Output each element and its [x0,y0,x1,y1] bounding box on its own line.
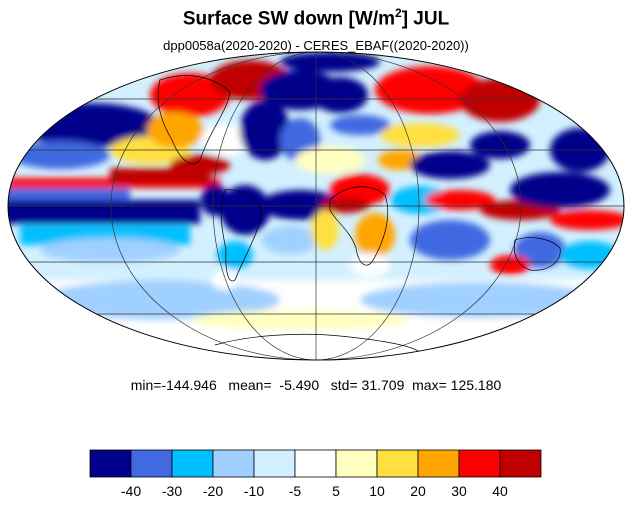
statistics-line: min=-144.946 mean= -5.490 std= 31.709 ma… [0,377,632,393]
colorbar-label-7: 20 [410,483,426,499]
colorbar-label-0: -40 [121,483,141,499]
colorbar-label-4: -5 [289,483,302,499]
stat-min-label: min= [130,377,162,393]
mollweide-map [7,51,625,361]
field-w-australia-red [490,255,530,275]
field-arabian-sea-sky [390,186,450,214]
field-s-pacific-lightblue [40,280,280,320]
colorbar-label-5: 5 [332,483,340,499]
field-s-indian-lightblue [360,282,600,318]
field-spcz-red [550,210,624,230]
title-suffix: ] JUL [401,8,450,30]
coast-antarctica [214,333,421,353]
title-main: Surface SW down [W/m [182,8,395,30]
field-arctic-darkblue [280,52,380,72]
colorbar-label-8: 30 [451,483,467,499]
field-w-atlantic-darkblue [240,100,290,160]
plot-title: Surface SW down [W/m2] JUL [0,6,632,30]
colorbar-swatch-0 [89,449,132,478]
field-amazon-darkblue [220,185,270,235]
colorbar-swatch-7 [376,449,419,478]
field-s-europe-blue [330,115,390,135]
field-patagonia-white [211,270,239,290]
map-outline [7,51,625,361]
colorbar-swatch-4 [253,449,296,478]
colorbar-swatch-1 [130,449,173,478]
colorbar-swatch-3 [212,449,255,478]
graticule-lon-inner [212,52,420,360]
field-central-america-white [201,124,249,156]
field-indian-ocean-red [425,190,495,210]
plot-subtitle: dpp0058a(2020-2020) - CERES_EBAF((2020-2… [163,38,469,53]
colorbar-swatch-2 [171,449,214,478]
colorbar-label-9: 40 [492,483,508,499]
coast-africa [329,186,389,266]
field-se-pacific-lightblue [40,238,180,262]
title-superscript: 2 [395,6,402,20]
field-s-africa-orange [355,213,395,257]
field-e-asia-darkblue [470,131,530,159]
field-s-atlantic-lightblue [262,226,318,254]
colorbar-swatch-9 [458,449,501,478]
colorbar-label-2: -20 [203,483,223,499]
colorbar-swatch-8 [417,449,460,478]
stat-mean-label: mean= [228,377,272,393]
colorbar-label-6: 10 [369,483,385,499]
stat-min-value: -144.946 [161,377,217,393]
coast-south-america [220,189,263,282]
colorbar-swatch-10 [499,449,542,478]
field-europe-darkblue [312,77,368,113]
field-siberia-red [375,66,485,114]
colorbar-swatch-6 [335,449,378,478]
coast-north-america [157,75,231,165]
coast-australia [513,237,561,271]
field-n-pacific-blue [10,141,110,169]
field-canada-red [150,73,230,117]
field-central-asia-yellow [380,123,460,147]
field-sahara-cream [295,146,365,174]
graticule [8,52,624,360]
field-s-atlantic-cream [190,310,410,330]
stat-std-label: std= [330,377,358,393]
stat-max-value: 125.180 [450,377,502,393]
field-s-indian-blue [410,220,490,260]
colorbar-swatch-5 [294,449,337,478]
graticule-lon-outer [110,52,522,360]
stat-mean-value: -5.490 [279,377,320,393]
field-w-america-orange [147,112,203,148]
field-eq-pacific-blue [8,186,130,200]
stat-max-label: max= [412,377,447,393]
field-w-africa-darkred [320,197,370,213]
stat-std-value: 31.709 [361,377,405,393]
field-india-darkblue [410,151,490,179]
field-australia-blue [514,232,566,268]
field-cape-white [350,253,390,277]
colorbar-label-1: -30 [162,483,182,499]
field-andes-darkblue [201,184,229,216]
field-eq-pacific-darkblue [8,200,200,224]
coastlines [157,75,561,353]
field-gulf-guinea-yellow [311,210,339,250]
colorbar-label-3: -10 [244,483,264,499]
field-w-pacific-darkblue [510,172,610,208]
